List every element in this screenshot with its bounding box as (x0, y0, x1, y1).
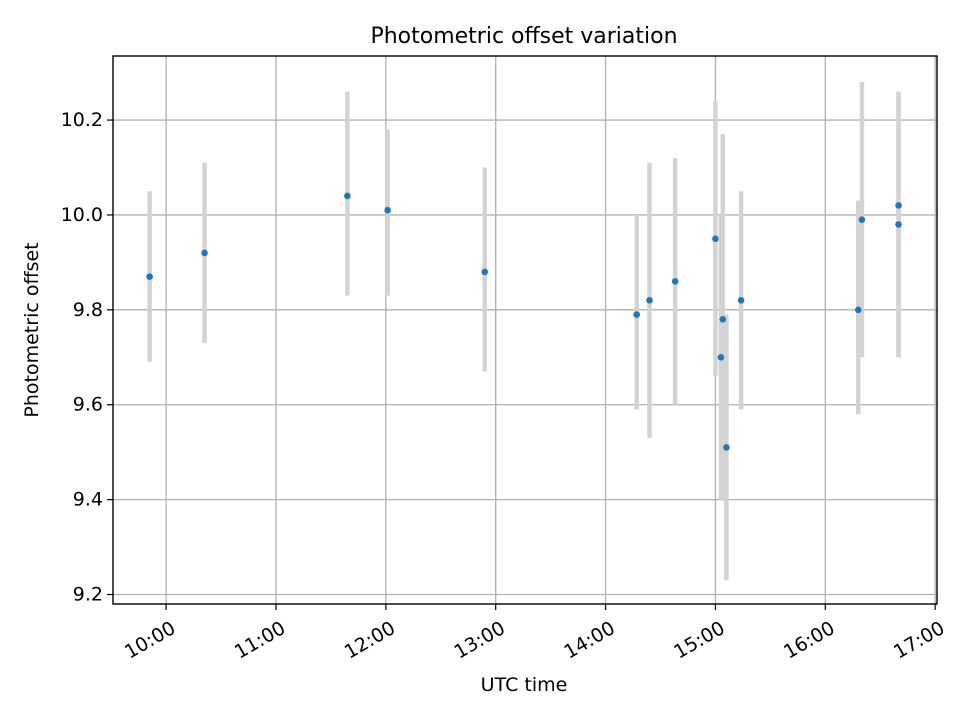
y-axis-ticks: 9.2 9.4 9.6 9.8 10.0 10.2 (61, 109, 113, 606)
data-point (146, 273, 153, 280)
data-point (671, 278, 679, 285)
y-tick-label: 10.0 (61, 204, 103, 226)
data-point (481, 268, 489, 276)
data-point (854, 306, 862, 314)
y-tick-label: 9.2 (73, 584, 103, 606)
data-point (633, 311, 640, 318)
plot-frame (112, 55, 938, 605)
y-tick-label: 9.8 (73, 299, 103, 321)
data-point (723, 444, 730, 451)
x-axis-label: UTC time (481, 674, 568, 696)
data-point (717, 353, 725, 361)
data-point (895, 221, 902, 228)
chart-title: Photometric offset variation (370, 24, 677, 49)
data-point (858, 216, 866, 223)
y-axis-label: Photometric offset (21, 242, 43, 417)
data-point (895, 202, 902, 209)
y-tick-label: 9.4 (73, 489, 103, 511)
data-point (384, 206, 391, 214)
data-point (719, 316, 727, 323)
data-points (146, 192, 902, 451)
data-point (201, 249, 208, 257)
data-point (737, 297, 745, 304)
data-point (646, 297, 653, 304)
y-tick-label: 9.6 (73, 394, 103, 416)
y-tick-label: 10.2 (61, 109, 103, 131)
data-point (344, 192, 351, 200)
data-point (712, 235, 719, 242)
